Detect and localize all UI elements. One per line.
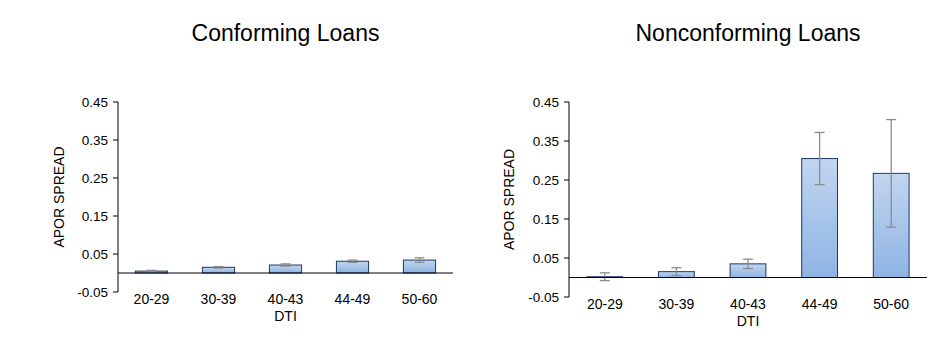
y-tick (113, 178, 118, 179)
chart-svg: Conforming Loans APOR SPREAD -0.05 0.05 0.15… (0, 0, 936, 359)
y-tick-label: 0.25 (82, 171, 108, 186)
x-axis-line (118, 273, 453, 274)
error-cap (348, 262, 358, 263)
error-cap (815, 132, 825, 133)
error-bar (886, 120, 896, 228)
y-tick-label: 0.45 (82, 95, 108, 110)
error-cap (415, 262, 425, 263)
error-cap (600, 272, 610, 273)
error-bar (815, 132, 825, 184)
panel: Nonconforming Loans APOR SPREAD -0.05 0.05 0… (501, 20, 927, 329)
error-cap (214, 266, 224, 267)
y-tick (564, 180, 569, 181)
x-axis-line (569, 277, 927, 278)
chart-title: Nonconforming Loans (635, 20, 860, 46)
y-axis-label: APOR SPREAD (501, 149, 517, 250)
y-tick-label: 0.15 (533, 212, 559, 227)
error-cap (886, 119, 896, 120)
chart-root: Conforming Loans APOR SPREAD -0.05 0.05 0.15… (0, 0, 936, 359)
bars (587, 120, 909, 281)
error-cap (281, 266, 291, 267)
y-axis-line (118, 102, 119, 292)
error-cap (214, 267, 224, 268)
error-bar (415, 258, 425, 263)
error-cap (348, 259, 358, 260)
error-cap (671, 275, 681, 276)
error-cap (147, 271, 157, 272)
x-tick-label: 40-43 (730, 296, 766, 312)
error-bar (743, 259, 753, 268)
y-tick (113, 140, 118, 141)
y-tick-label: 0.45 (533, 95, 559, 110)
error-stem (604, 273, 605, 281)
error-bar (671, 268, 681, 276)
error-bar (348, 260, 358, 262)
y-tick (564, 219, 569, 220)
error-stem (819, 132, 820, 184)
x-tick-label: 20-29 (134, 291, 170, 307)
y-tick (113, 254, 118, 255)
error-cap (886, 227, 896, 228)
x-tick-label: 20-29 (587, 296, 623, 312)
x-axis-label: DTI (737, 313, 760, 329)
bar (269, 265, 301, 273)
y-tick-label: 0.05 (82, 247, 108, 262)
y-tick-label: -0.05 (528, 290, 559, 305)
bars (135, 258, 435, 273)
x-tick-label: 50-60 (402, 291, 438, 307)
x-tick-label: 30-39 (658, 296, 694, 312)
chart-title: Conforming Loans (192, 20, 380, 46)
x-tick-label: 30-39 (201, 291, 237, 307)
panel: Conforming Loans APOR SPREAD -0.05 0.05 0.15… (51, 20, 453, 324)
y-tick (113, 102, 118, 103)
y-axis-line (569, 102, 570, 297)
x-tick-label: 40-43 (268, 291, 304, 307)
bar (336, 261, 368, 273)
error-bar (600, 273, 610, 281)
y-tick-label: 0.35 (533, 134, 559, 149)
y-tick (564, 258, 569, 259)
error-bar (214, 267, 224, 269)
error-cap (743, 268, 753, 269)
error-cap (671, 267, 681, 268)
y-axis-label: APOR SPREAD (51, 146, 67, 247)
error-cap (743, 259, 753, 260)
x-tick-label: 44-49 (802, 296, 838, 312)
y-tick (564, 297, 569, 298)
error-cap (415, 257, 425, 258)
y-tick-label: 0.15 (82, 209, 108, 224)
y-tick-label: 0.35 (82, 133, 108, 148)
y-tick-label: 0.05 (533, 251, 559, 266)
error-cap (815, 184, 825, 185)
x-tick-label: 44-49 (335, 291, 371, 307)
error-stem (419, 258, 420, 263)
error-stem (891, 120, 892, 228)
y-tick (113, 216, 118, 217)
error-bar (281, 264, 291, 266)
bar (202, 267, 234, 273)
y-tick (564, 102, 569, 103)
y-tick-label: 0.25 (533, 173, 559, 188)
error-stem (747, 259, 748, 268)
y-tick (113, 292, 118, 293)
error-cap (281, 263, 291, 264)
error-stem (676, 268, 677, 276)
error-cap (147, 270, 157, 271)
bar (403, 260, 435, 273)
y-tick-label: -0.05 (77, 285, 108, 300)
x-axis-label: DTI (274, 308, 297, 324)
error-cap (600, 280, 610, 281)
x-tick-label: 50-60 (873, 296, 909, 312)
error-bar (147, 270, 157, 272)
y-tick (564, 141, 569, 142)
